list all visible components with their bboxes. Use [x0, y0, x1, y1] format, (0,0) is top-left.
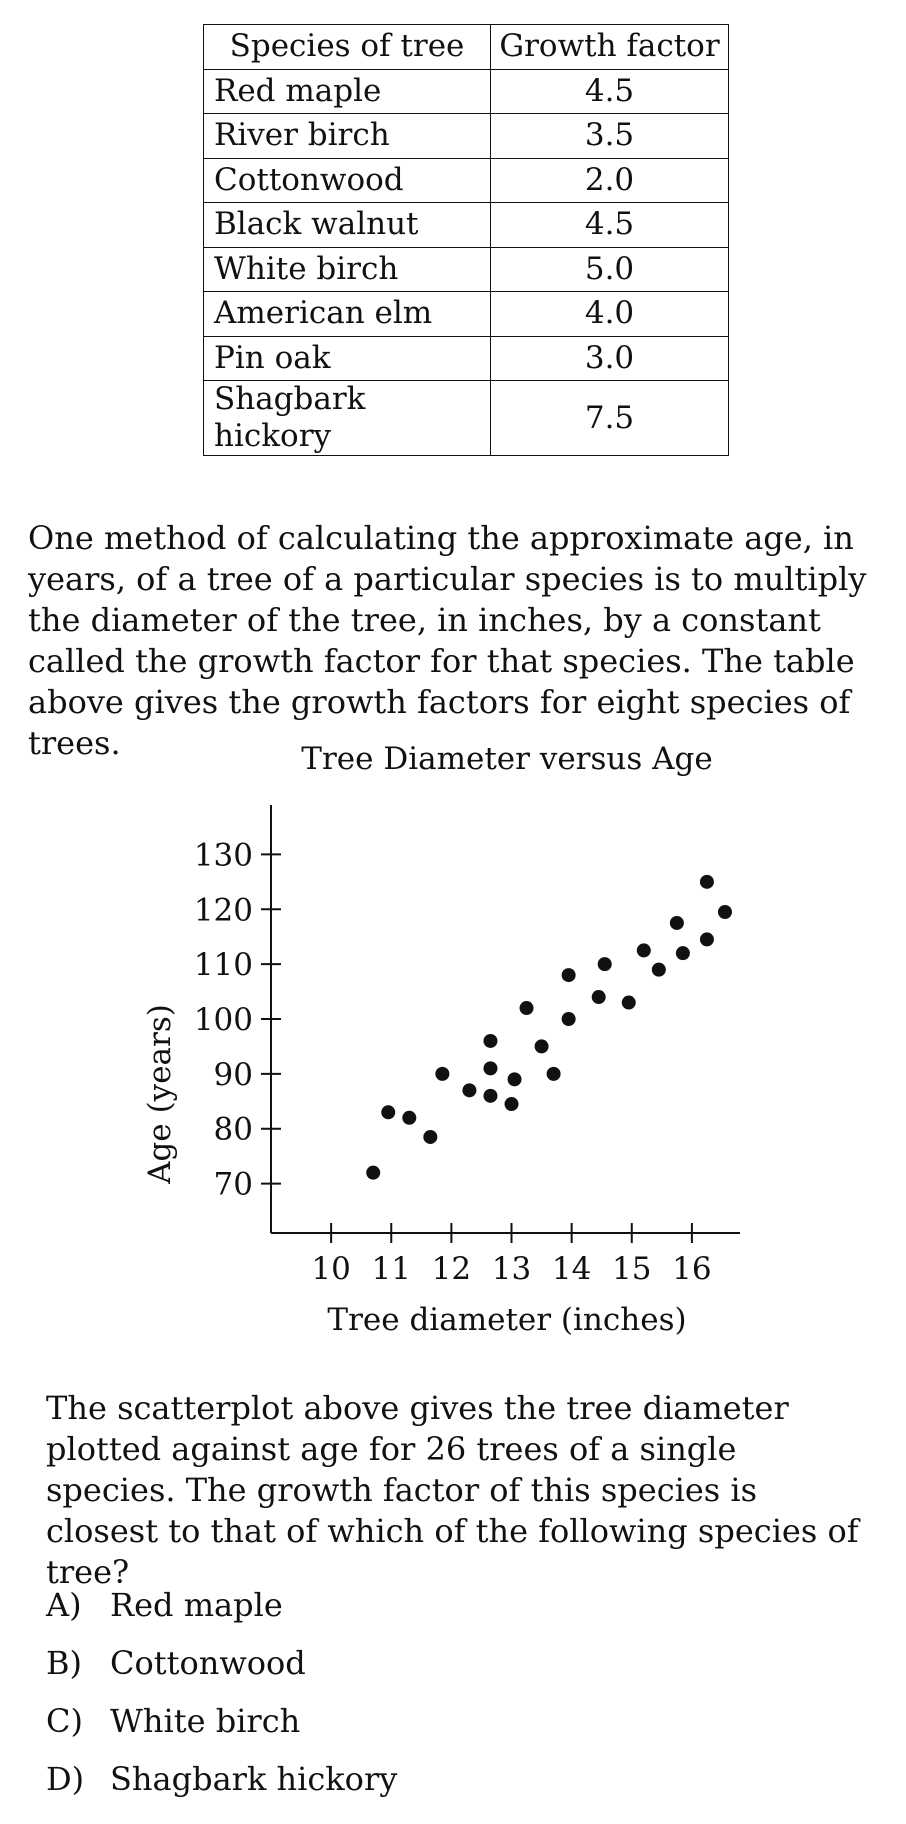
y-tick-label: 80: [214, 1112, 253, 1148]
x-tick-label: 11: [372, 1251, 411, 1287]
y-tick-label: 100: [194, 1002, 253, 1038]
column-header-species: Species of tree: [203, 24, 491, 70]
species-cell: Shagbark hickory: [203, 379, 491, 457]
choice-b[interactable]: B) Cottonwood: [46, 1643, 397, 1701]
species-cell: Red maple: [203, 68, 491, 114]
intro-paragraph: One method of calculating the approximat…: [28, 519, 867, 762]
y-tick-label: 90: [214, 1057, 253, 1093]
chart-title: Tree Diameter versus Age: [301, 741, 712, 777]
species-cell: River birch: [203, 113, 491, 159]
choice-letter: A): [46, 1586, 82, 1624]
table-row: River birch 3.5: [203, 113, 729, 159]
growth-factor-cell: 7.5: [490, 379, 729, 457]
data-point: [669, 915, 684, 930]
data-point: [717, 905, 732, 919]
table-row: White birch 5.0: [203, 246, 729, 292]
y-tick-label: 130: [194, 837, 253, 873]
y-axis-label: Age (years): [142, 1004, 178, 1185]
growth-factor-cell: 4.5: [490, 202, 729, 248]
data-point: [423, 1129, 438, 1144]
x-tick-label: 12: [432, 1251, 471, 1287]
species-cell: Cottonwood: [203, 157, 491, 203]
x-tick-label: 13: [492, 1251, 531, 1287]
x-tick-label: 14: [552, 1251, 591, 1287]
data-point: [561, 1012, 576, 1026]
chart-axes: [270, 805, 740, 1234]
table-row: Black walnut 4.5: [203, 202, 729, 248]
growth-factor-cell: 5.0: [490, 246, 729, 292]
growth-factor-cell: 3.0: [490, 335, 729, 381]
data-point: [534, 1039, 549, 1054]
data-point: [402, 1110, 417, 1125]
growth-factor-cell: 3.5: [490, 113, 729, 159]
data-point: [561, 968, 576, 983]
table-row: Pin oak 3.0: [203, 335, 729, 381]
data-points: [366, 874, 732, 1180]
choice-letter: D): [46, 1760, 85, 1798]
question-paragraph: The scatterplot above gives the tree dia…: [46, 1389, 859, 1591]
choice-text: Red maple: [110, 1586, 283, 1624]
data-point: [483, 1033, 498, 1048]
choice-letter: B): [46, 1644, 82, 1682]
data-point: [435, 1066, 450, 1081]
table-row: American elm 4.0: [203, 291, 729, 337]
growth-factor-table: Species of tree Growth factor Red maple …: [203, 24, 729, 457]
choice-d[interactable]: D) Shagbark hickory: [46, 1759, 397, 1817]
table-row: Shagbark hickory 7.5: [203, 379, 729, 457]
species-cell: Pin oak: [203, 335, 491, 381]
x-tick-label: 15: [612, 1251, 651, 1287]
table-header-row: Species of tree Growth factor: [203, 24, 729, 70]
species-cell: American elm: [203, 291, 491, 337]
x-tick-label: 10: [311, 1251, 350, 1287]
data-point: [597, 957, 612, 972]
species-cell: Black walnut: [203, 202, 491, 248]
data-point: [651, 962, 666, 977]
choice-text: Cottonwood: [110, 1644, 306, 1682]
data-point: [507, 1072, 522, 1087]
choice-text: Shagbark hickory: [110, 1760, 398, 1798]
data-point: [381, 1105, 396, 1120]
y-tick-label: 120: [194, 892, 253, 928]
table-row: Cottonwood 2.0: [203, 157, 729, 203]
x-axis-label: Tree diameter (inches): [327, 1302, 686, 1338]
data-point: [546, 1066, 561, 1081]
y-axis-ticks: 70 80 90 100 110 120 130: [194, 837, 281, 1203]
scatterplot: Tree Diameter versus Age Tree diameter (…: [142, 741, 740, 1338]
data-point: [366, 1165, 381, 1180]
data-point: [591, 990, 606, 1005]
choice-a[interactable]: A) Red maple: [46, 1585, 397, 1643]
data-point: [483, 1061, 498, 1076]
data-point: [462, 1083, 477, 1098]
growth-factor-cell: 4.5: [490, 68, 729, 114]
choice-letter: C): [46, 1702, 83, 1740]
y-tick-label: 110: [194, 947, 253, 983]
choice-c[interactable]: C) White birch: [46, 1701, 397, 1759]
data-point: [699, 932, 714, 947]
growth-factor-cell: 2.0: [490, 157, 729, 203]
data-point: [504, 1097, 519, 1112]
data-point: [519, 1001, 534, 1016]
x-axis-ticks: 10 11 12 13 14 15 16: [311, 1223, 712, 1287]
growth-factor-cell: 4.0: [490, 291, 729, 337]
data-point: [699, 874, 714, 889]
data-point: [621, 995, 636, 1010]
species-cell: White birch: [203, 246, 491, 292]
column-header-growth-factor: Growth factor: [490, 24, 729, 70]
data-point: [675, 946, 690, 961]
table-row: Red maple 4.5: [203, 68, 729, 114]
answer-choices: A) Red maple B) Cottonwood C) White birch D…: [46, 1585, 397, 1817]
y-tick-label: 70: [214, 1167, 253, 1203]
data-point: [483, 1088, 498, 1103]
choice-text: White birch: [110, 1702, 301, 1740]
data-point: [636, 943, 651, 958]
x-tick-label: 16: [672, 1251, 711, 1287]
